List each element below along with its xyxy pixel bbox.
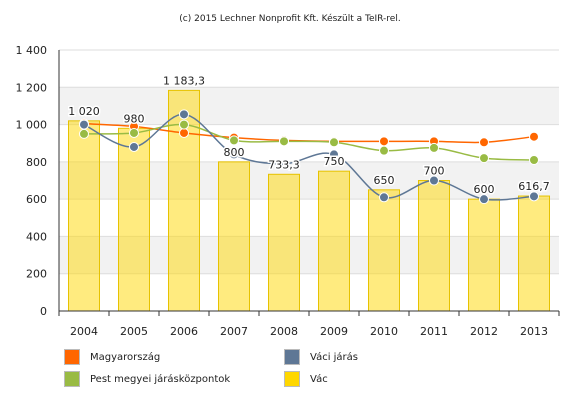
bar-vac (468, 198, 500, 312)
bar-data-label: 650 (374, 174, 395, 187)
bar-vac (368, 189, 400, 312)
series-point-2 (529, 191, 539, 202)
y-tick-label: 200 (26, 268, 47, 281)
bar-vac (418, 180, 450, 312)
bar-data-label: 700 (424, 165, 445, 178)
series-point-1 (129, 127, 139, 138)
bar-vac (68, 120, 100, 312)
legend-label-pest-megyei: Pest megyei járásközpontok (90, 373, 231, 385)
legend-swatch-pest-megyei (64, 371, 80, 387)
x-tick-label: 2013 (520, 325, 548, 338)
y-tick-label: 1 200 (16, 81, 48, 94)
y-tick-label: 0 (40, 305, 47, 318)
bar-data-label: 980 (124, 112, 145, 125)
bar-data-label: 1 020 (68, 105, 100, 118)
chart-credit: (c) 2015 Lechner Nonprofit Kft. Készült … (179, 14, 401, 24)
bar-data-label: 800 (224, 146, 245, 159)
series-point-1 (179, 119, 189, 130)
bar-data-label: 733,3 (268, 158, 300, 171)
series-line-1 (83, 123, 535, 161)
x-tick-label: 2010 (370, 325, 398, 338)
y-tick-label: 1 000 (16, 119, 48, 132)
y-tick-label: 600 (26, 193, 47, 206)
series-point-1 (229, 135, 239, 146)
x-tick-label: 2008 (270, 325, 298, 338)
bar-data-label: 1 183,3 (163, 74, 205, 87)
series-point-2 (229, 149, 239, 160)
x-tick-label: 2011 (420, 325, 448, 338)
legend-item-magyarorszag[interactable]: Magyarország (64, 349, 160, 365)
x-tick-label: 2006 (170, 325, 198, 338)
x-tick-label: 2007 (220, 325, 248, 338)
series-point-1 (529, 154, 539, 165)
legend-label-magyarorszag: Magyarország (90, 351, 161, 363)
series-point-2 (179, 109, 189, 120)
series-point-2 (279, 158, 289, 169)
x-tick-label: 2004 (70, 325, 98, 338)
bar-data-label: 616,7 (518, 180, 550, 193)
series-point-0 (179, 127, 189, 138)
bar-vac (318, 170, 350, 312)
legend-swatch-vac (284, 371, 300, 387)
series-point-2 (379, 192, 389, 203)
series-point-1 (379, 145, 389, 156)
bar-vac (518, 195, 550, 312)
series-point-0 (479, 137, 489, 148)
bar-data-label: 750 (324, 155, 345, 168)
series-point-1 (79, 128, 89, 139)
series-point-2 (479, 194, 489, 205)
bar-vac (118, 127, 150, 312)
x-tick-label: 2009 (320, 325, 348, 338)
series-point-1 (279, 136, 289, 147)
x-tick-label: 2012 (470, 325, 498, 338)
legend-label-vaci-jaras: Váci járás (310, 351, 359, 363)
y-tick-label: 800 (26, 156, 47, 169)
bar-vac (218, 161, 250, 312)
legend-item-vac[interactable]: Vác (284, 371, 328, 387)
series-point-1 (429, 142, 439, 153)
bar-vac (268, 173, 300, 312)
y-tick-label: 1 400 (16, 44, 48, 57)
y-tick-label: 400 (26, 230, 47, 243)
legend-swatch-vaci-jaras (284, 349, 300, 365)
series-point-2 (429, 175, 439, 186)
series-point-2 (129, 141, 139, 152)
legend-item-pest-megyei[interactable]: Pest megyei járásközpontok (64, 371, 230, 387)
series-point-2 (79, 119, 89, 130)
legend-swatch-magyarorszag (64, 349, 80, 365)
series-point-0 (379, 136, 389, 147)
series-point-1 (479, 153, 489, 164)
legend-item-vaci-jaras[interactable]: Váci járás (284, 349, 358, 365)
series-point-2 (329, 149, 339, 160)
series-point-1 (329, 137, 339, 148)
series-line-2 (83, 113, 535, 201)
bar-data-label: 600 (474, 183, 495, 196)
grid-band (59, 87, 559, 125)
legend-label-vac: Vác (310, 373, 328, 385)
chart-legend: Magyarország Váci járás Pest megyei járá… (64, 349, 534, 389)
series-point-0 (529, 131, 539, 142)
x-tick-label: 2005 (120, 325, 148, 338)
